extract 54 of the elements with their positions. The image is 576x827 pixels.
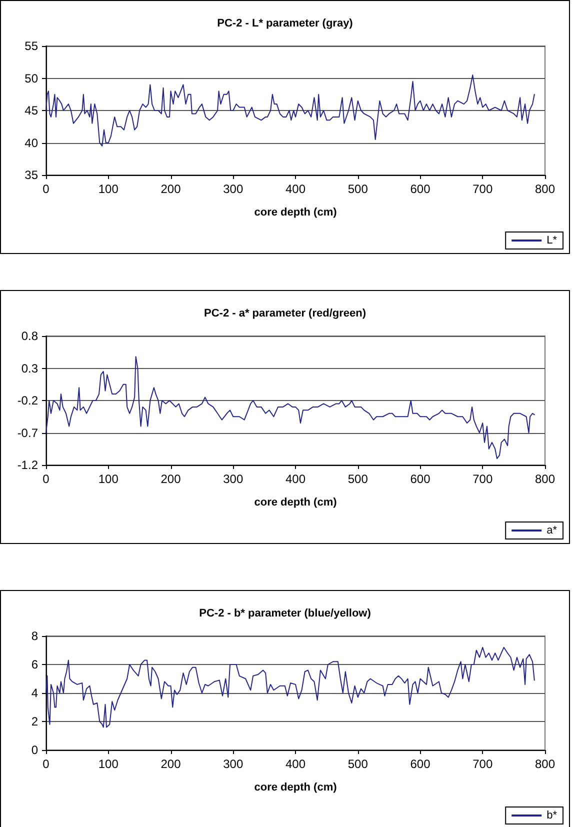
x-tick-label: 600 <box>410 472 431 486</box>
x-tick-label: 700 <box>472 182 493 196</box>
x-tick-label: 600 <box>410 182 431 196</box>
x-tick-label: 400 <box>285 182 306 196</box>
x-tick-label: 500 <box>348 472 368 486</box>
line-series <box>46 74 535 146</box>
x-tick-label: 300 <box>223 472 244 486</box>
x-tick-label: 100 <box>98 182 119 196</box>
x-tick-label: 0 <box>42 757 50 771</box>
y-tick-label: 0.3 <box>21 361 38 376</box>
y-tick-label: -0.2 <box>17 394 38 408</box>
x-tick-label: 200 <box>160 472 182 486</box>
x-tick-label: 700 <box>472 472 493 486</box>
x-axis-title: core depth (cm) <box>254 496 338 508</box>
x-tick-label: 400 <box>285 757 306 771</box>
line-series <box>46 646 535 728</box>
x-tick-label: 500 <box>348 182 368 196</box>
y-tick-label: 0.8 <box>21 329 38 343</box>
x-tick-label: 300 <box>223 182 244 196</box>
x-tick-label: 500 <box>348 757 368 771</box>
y-tick-label: 2 <box>31 714 38 728</box>
x-tick-label: 600 <box>410 757 431 771</box>
y-tick-label: -0.7 <box>17 426 38 440</box>
x-axis-title: core depth (cm) <box>254 782 338 794</box>
y-tick-label: 45 <box>24 104 38 118</box>
x-tick-label: 400 <box>285 472 306 486</box>
chart-title: PC-2 - b* parameter (blue/yellow) <box>199 608 372 620</box>
x-tick-label: 200 <box>160 182 182 196</box>
x-tick-label: 0 <box>42 182 50 196</box>
y-tick-label: 55 <box>24 39 38 53</box>
y-tick-label: 50 <box>24 71 38 86</box>
x-tick-label: 100 <box>98 472 119 486</box>
legend-label: a* <box>546 524 558 536</box>
y-tick-label: -1.2 <box>17 458 38 472</box>
x-tick-label: 700 <box>472 757 493 771</box>
x-tick-label: 200 <box>160 757 182 771</box>
y-tick-label: 0 <box>31 743 38 757</box>
y-tick-label: 35 <box>24 168 38 182</box>
legend-label: b* <box>546 810 558 822</box>
chart-title: PC-2 - L* parameter (gray) <box>217 18 354 30</box>
x-tick-label: 100 <box>98 757 119 771</box>
x-tick-label: 800 <box>534 472 556 486</box>
legend-label: L* <box>546 234 558 246</box>
line-series <box>46 356 535 460</box>
y-tick-label: 4 <box>31 686 38 700</box>
x-axis-title: core depth (cm) <box>254 206 338 218</box>
chart-title: PC-2 - a* parameter (red/green) <box>204 308 366 320</box>
y-tick-label: 40 <box>24 136 38 150</box>
x-tick-label: 0 <box>42 472 50 486</box>
x-tick-label: 800 <box>534 757 556 771</box>
x-tick-label: 800 <box>534 182 556 196</box>
y-tick-label: 8 <box>31 629 38 643</box>
x-tick-label: 300 <box>223 757 244 771</box>
y-tick-label: 6 <box>31 658 38 672</box>
